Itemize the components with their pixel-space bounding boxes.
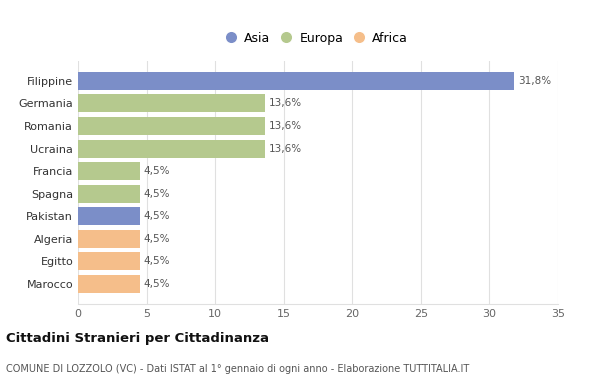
Text: 13,6%: 13,6% [269, 98, 302, 108]
Text: 13,6%: 13,6% [269, 144, 302, 154]
Bar [78, 207, 140, 225]
Bar [78, 185, 140, 203]
Text: 4,5%: 4,5% [144, 256, 170, 266]
Bar [78, 275, 140, 293]
Text: 4,5%: 4,5% [144, 166, 170, 176]
Bar [78, 230, 140, 248]
Bar [78, 252, 140, 271]
Text: 4,5%: 4,5% [144, 234, 170, 244]
Bar [78, 72, 514, 90]
Text: COMUNE DI LOZZOLO (VC) - Dati ISTAT al 1° gennaio di ogni anno - Elaborazione TU: COMUNE DI LOZZOLO (VC) - Dati ISTAT al 1… [6, 364, 469, 374]
Text: 31,8%: 31,8% [518, 76, 551, 86]
Text: 4,5%: 4,5% [144, 211, 170, 221]
Text: 4,5%: 4,5% [144, 189, 170, 199]
Bar [78, 162, 140, 180]
Bar [78, 117, 265, 135]
Text: 13,6%: 13,6% [269, 121, 302, 131]
Legend: Asia, Europa, Africa: Asia, Europa, Africa [224, 28, 412, 49]
Text: 4,5%: 4,5% [144, 279, 170, 289]
Bar [78, 94, 265, 112]
Text: Cittadini Stranieri per Cittadinanza: Cittadini Stranieri per Cittadinanza [6, 332, 269, 345]
Bar [78, 139, 265, 158]
